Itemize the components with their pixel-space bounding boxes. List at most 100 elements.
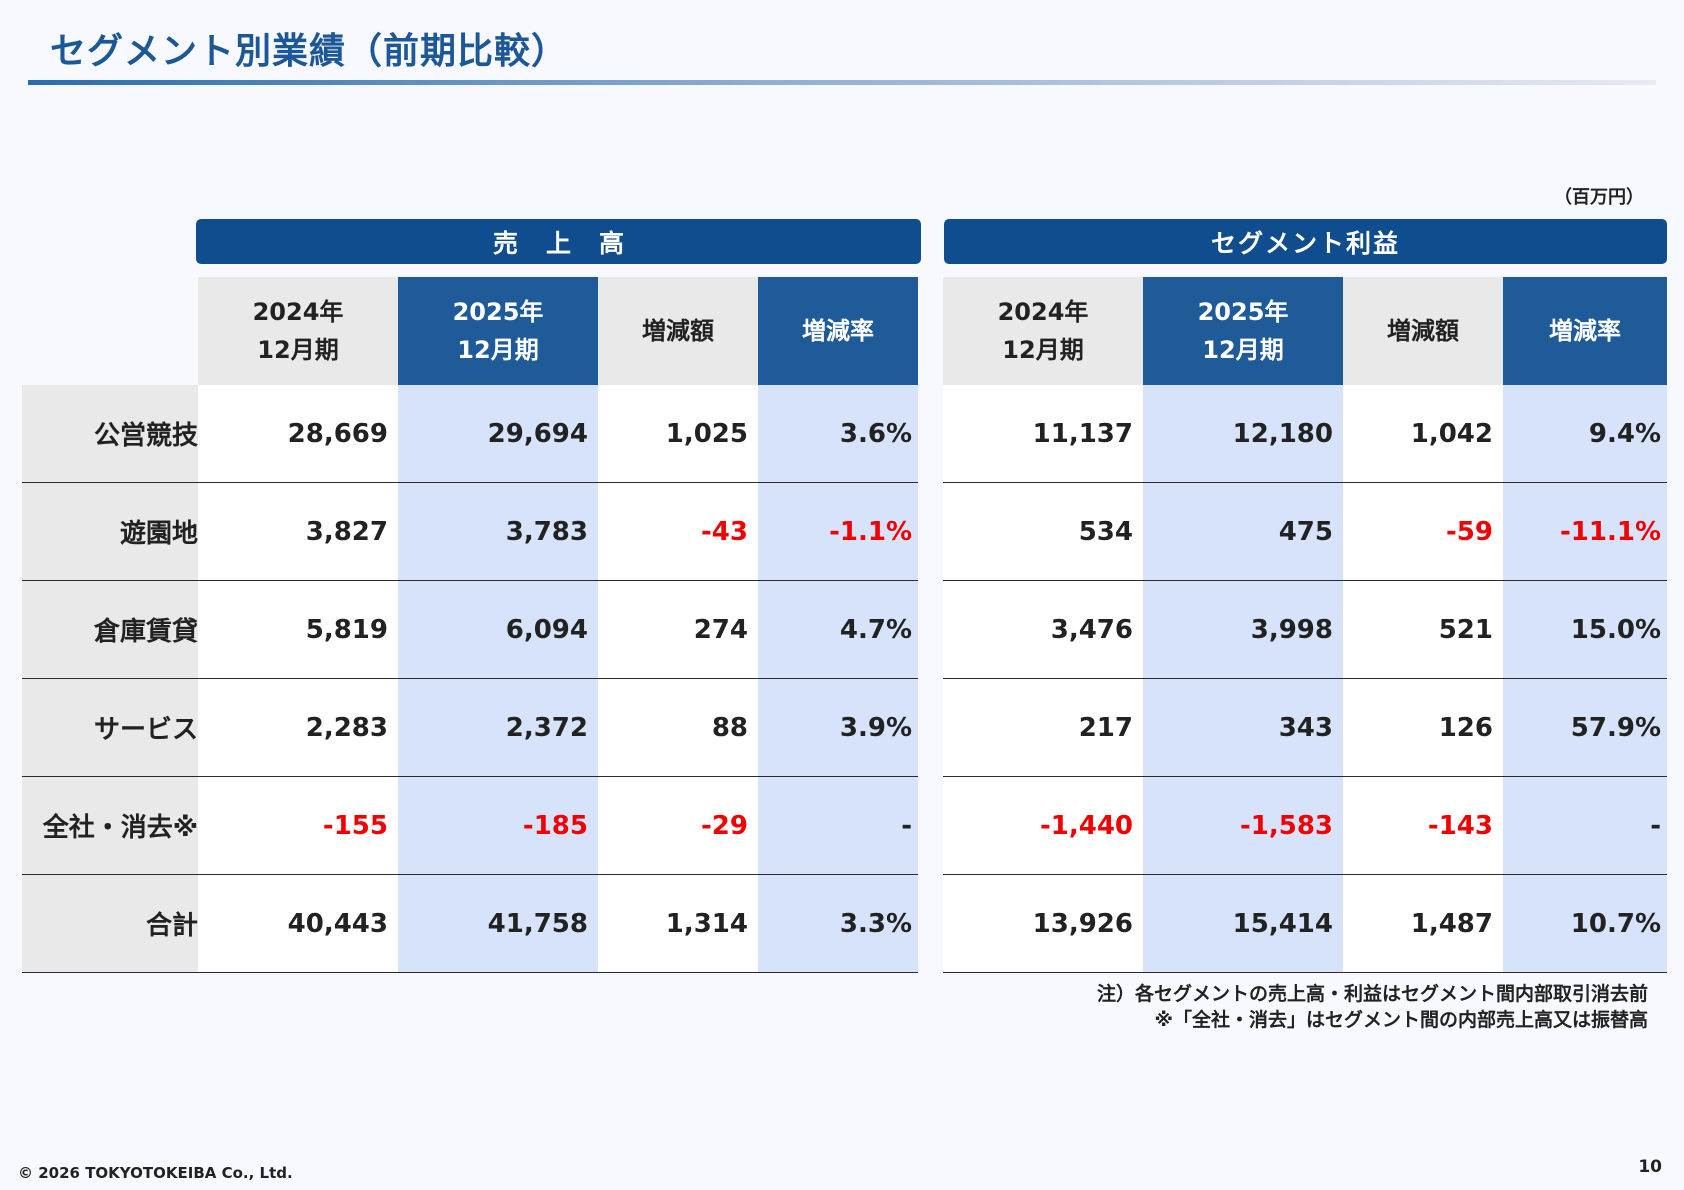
- profit-group-header: セグメント利益: [944, 219, 1667, 264]
- cell-value: 1,042: [1410, 418, 1493, 449]
- page-number: 10: [1638, 1157, 1662, 1177]
- sales-curr-year-cell: 3,783: [398, 482, 598, 581]
- sales-rate-cell: 4.7%: [758, 580, 918, 679]
- cell-value: 1,314: [665, 908, 748, 939]
- cell-value: 4.7%: [839, 614, 912, 645]
- footnotes: 注）各セグメントの売上高・利益はセグメント間内部取引消去前 ※「全社・消去」はセ…: [1097, 982, 1648, 1033]
- profit-change-cell: 521: [1343, 580, 1503, 679]
- header-line1: 2025年: [452, 297, 544, 326]
- cell-value: 5,819: [305, 614, 388, 645]
- row-label: 公営競技: [22, 385, 198, 483]
- profit-rate-cell: -11.1%: [1503, 482, 1667, 581]
- header-line2: 12月期: [457, 336, 539, 364]
- profit-curr-year-cell: 12,180: [1143, 385, 1343, 483]
- sales-curr-year-cell: 2,372: [398, 678, 598, 777]
- profit-header-rate: 増減率: [1503, 277, 1667, 385]
- profit-change-cell: 1,042: [1343, 385, 1503, 483]
- sales-rate-cell: 3.6%: [758, 385, 918, 483]
- sales-change-cell: 88: [598, 678, 758, 777]
- profit-curr-year-cell: 343: [1143, 678, 1343, 777]
- sales-header-2025: 2025年 12月期: [398, 277, 598, 385]
- cell-value: 3,783: [505, 516, 588, 547]
- footnote-1: 注）各セグメントの売上高・利益はセグメント間内部取引消去前: [1096, 983, 1648, 1005]
- row-label: サービス: [22, 678, 198, 777]
- cell-value: -155: [322, 810, 388, 841]
- cell-value: -: [1650, 810, 1661, 841]
- profit-curr-year-cell: 3,998: [1143, 580, 1343, 679]
- table-row: 遊園地 3,827 3,783 -43 -1.1%: [22, 482, 918, 581]
- cell-value: 274: [693, 614, 748, 645]
- cell-value: -1,440: [1039, 810, 1133, 841]
- profit-change-cell: 1,487: [1343, 874, 1503, 973]
- profit-curr-year-cell: -1,583: [1143, 776, 1343, 875]
- cell-value: 12,180: [1232, 418, 1333, 449]
- cell-value: 11,137: [1032, 418, 1133, 449]
- sales-curr-year-cell: 6,094: [398, 580, 598, 679]
- cell-value: 15,414: [1232, 908, 1333, 939]
- cell-value: 2,283: [305, 712, 388, 743]
- footnote-2: ※「全社・消去」はセグメント間の内部売上高又は振替高: [1154, 1008, 1648, 1031]
- cell-value: 3.9%: [839, 712, 912, 743]
- table-row: 11,137 12,180 1,042 9.4%: [943, 385, 1667, 483]
- row-label: 遊園地: [22, 482, 198, 581]
- sales-header-row: 2024年 12月期 2025年 12月期 増減額 増減率: [22, 277, 918, 385]
- cell-value: 10.7%: [1570, 908, 1661, 939]
- sales-prev-year-cell: 5,819: [198, 580, 398, 679]
- cell-value: -11.1%: [1560, 516, 1661, 547]
- table-row: 217 343 126 57.9%: [943, 678, 1667, 777]
- profit-prev-year-cell: 217: [943, 678, 1143, 777]
- cell-value: -: [901, 810, 912, 841]
- cell-value: 9.4%: [1588, 418, 1661, 449]
- sales-prev-year-cell: 28,669: [198, 385, 398, 483]
- sales-change-cell: 1,025: [598, 385, 758, 483]
- table-row: 合計 40,443 41,758 1,314 3.3%: [22, 874, 918, 973]
- sales-curr-year-cell: -185: [398, 776, 598, 875]
- title-underline: [28, 80, 1656, 85]
- table-row: -1,440 -1,583 -143 -: [943, 776, 1667, 875]
- sales-change-cell: 274: [598, 580, 758, 679]
- row-label: 全社・消去※: [22, 776, 198, 875]
- table-row: 13,926 15,414 1,487 10.7%: [943, 874, 1667, 973]
- profit-header-row: 2024年 12月期 2025年 12月期 増減額 増減率: [943, 277, 1667, 385]
- cell-value: -1,583: [1239, 810, 1333, 841]
- profit-change-cell: -143: [1343, 776, 1503, 875]
- sales-rate-cell: 3.9%: [758, 678, 918, 777]
- cell-value: 521: [1438, 614, 1493, 645]
- copyright: © 2026 TOKYOTOKEIBA Co., Ltd.: [18, 1164, 293, 1182]
- sales-prev-year-cell: 3,827: [198, 482, 398, 581]
- sales-change-cell: -43: [598, 482, 758, 581]
- profit-curr-year-cell: 475: [1143, 482, 1343, 581]
- sales-change-cell: 1,314: [598, 874, 758, 973]
- cell-value: 1,487: [1410, 908, 1493, 939]
- profit-rate-cell: -: [1503, 776, 1667, 875]
- profit-prev-year-cell: 11,137: [943, 385, 1143, 483]
- sales-rate-cell: -1.1%: [758, 482, 918, 581]
- header-line2: 12月期: [1002, 336, 1084, 364]
- profit-prev-year-cell: -1,440: [943, 776, 1143, 875]
- sales-table: 2024年 12月期 2025年 12月期 増減額 増減率 公営競技 28,669…: [22, 277, 918, 973]
- blank-header-cell: [22, 277, 198, 385]
- page-title: セグメント別業績（前期比較）: [50, 31, 569, 72]
- profit-rate-cell: 57.9%: [1503, 678, 1667, 777]
- cell-value: 88: [711, 712, 748, 743]
- profit-header-2024: 2024年 12月期: [943, 277, 1143, 385]
- cell-value: 13,926: [1032, 908, 1133, 939]
- profit-curr-year-cell: 15,414: [1143, 874, 1343, 973]
- table-row: 公営競技 28,669 29,694 1,025 3.6%: [22, 385, 918, 483]
- sales-prev-year-cell: -155: [198, 776, 398, 875]
- cell-value: 41,758: [487, 908, 588, 939]
- header-line2: 12月期: [1202, 336, 1284, 364]
- cell-value: 28,669: [287, 418, 388, 449]
- row-label: 倉庫賃貸: [22, 580, 198, 679]
- cell-value: 57.9%: [1570, 712, 1661, 743]
- table-row: 3,476 3,998 521 15.0%: [943, 580, 1667, 679]
- table-row: 倉庫賃貸 5,819 6,094 274 4.7%: [22, 580, 918, 679]
- cell-value: -59: [1446, 516, 1493, 547]
- cell-value: -1.1%: [829, 516, 912, 547]
- sales-prev-year-cell: 2,283: [198, 678, 398, 777]
- cell-value: 15.0%: [1570, 614, 1661, 645]
- sales-header-change: 増減額: [598, 277, 758, 385]
- sales-curr-year-cell: 41,758: [398, 874, 598, 973]
- sales-curr-year-cell: 29,694: [398, 385, 598, 483]
- profit-change-cell: -59: [1343, 482, 1503, 581]
